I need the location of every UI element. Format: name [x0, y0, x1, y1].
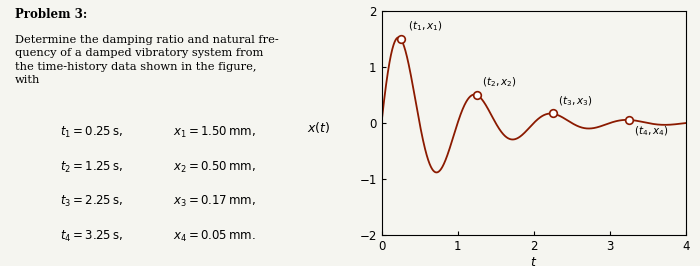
- Text: $x(t)$: $x(t)$: [307, 120, 330, 135]
- Text: $(t_3, x_3)$: $(t_3, x_3)$: [558, 94, 593, 108]
- Text: $(t_1, x_1)$: $(t_1, x_1)$: [408, 19, 442, 33]
- Text: $x_1 = 1.50\,\mathrm{mm},$: $x_1 = 1.50\,\mathrm{mm},$: [173, 125, 256, 140]
- Text: $(t_4, x_4)$: $(t_4, x_4)$: [634, 124, 668, 138]
- Text: $t_2 = 1.25\,\mathrm{s},$: $t_2 = 1.25\,\mathrm{s},$: [60, 160, 122, 175]
- Text: $t_4 = 3.25\,\mathrm{s},$: $t_4 = 3.25\,\mathrm{s},$: [60, 229, 122, 244]
- Text: $x_3 = 0.17\,\mathrm{mm},$: $x_3 = 0.17\,\mathrm{mm},$: [173, 194, 256, 209]
- Text: $x_4 = 0.05\,\mathrm{mm}.$: $x_4 = 0.05\,\mathrm{mm}.$: [173, 229, 256, 244]
- X-axis label: $t$: $t$: [530, 256, 538, 266]
- Text: Determine the damping ratio and natural fre-
quency of a damped vibratory system: Determine the damping ratio and natural …: [15, 35, 279, 85]
- Text: $(t_2, x_2)$: $(t_2, x_2)$: [482, 76, 517, 89]
- Text: $x_2 = 0.50\,\mathrm{mm},$: $x_2 = 0.50\,\mathrm{mm},$: [173, 160, 256, 175]
- Text: $t_3 = 2.25\,\mathrm{s},$: $t_3 = 2.25\,\mathrm{s},$: [60, 194, 122, 209]
- Text: Problem 3:: Problem 3:: [15, 8, 88, 21]
- Text: $t_1 = 0.25\,\mathrm{s},$: $t_1 = 0.25\,\mathrm{s},$: [60, 125, 122, 140]
